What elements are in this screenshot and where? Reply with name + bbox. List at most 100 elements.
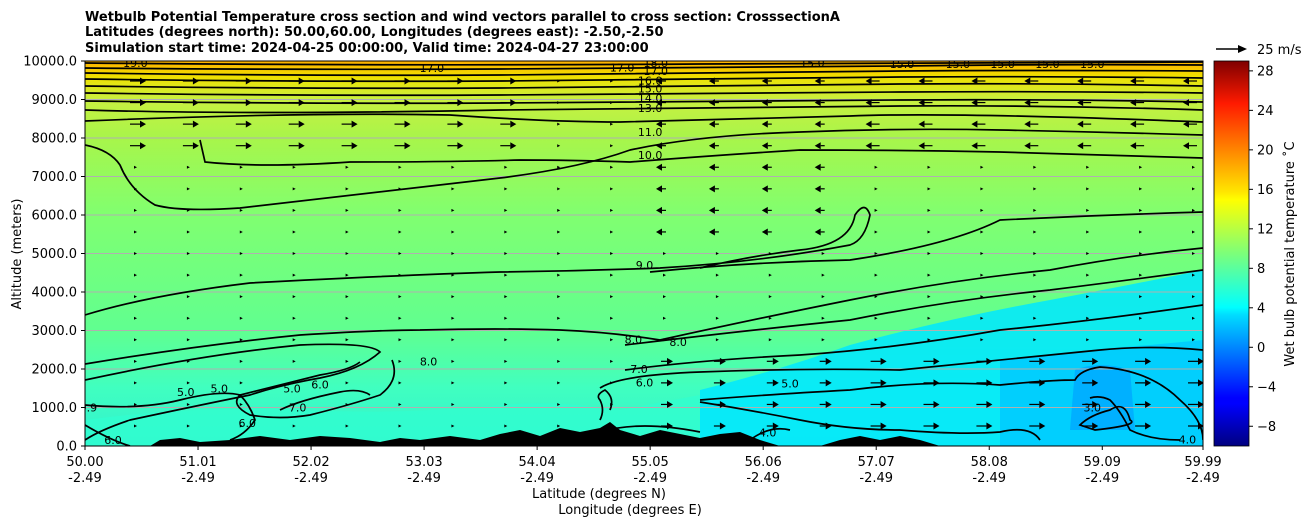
wind-arrow-icon bbox=[451, 316, 455, 320]
wind-arrow-icon bbox=[927, 208, 931, 212]
wind-arrow-icon bbox=[927, 252, 931, 255]
wind-arrow-icon bbox=[1033, 165, 1037, 169]
wind-arrow-head bbox=[1039, 357, 1046, 365]
wind-arrow-icon bbox=[292, 381, 296, 385]
x-tick-label-lon: -2.49 bbox=[1186, 471, 1220, 486]
wind-arrow-icon bbox=[345, 338, 349, 342]
wind-arrow-icon bbox=[557, 316, 561, 320]
wind-arrow-icon bbox=[239, 359, 243, 363]
wind-arrow-icon bbox=[345, 273, 349, 277]
x-tick-label-lat: 52.02 bbox=[292, 455, 329, 470]
wind-arrow-icon bbox=[504, 338, 508, 342]
wind-arrow-head bbox=[1077, 99, 1084, 107]
wind-arrow-icon bbox=[398, 273, 402, 277]
wind-arrow-icon bbox=[292, 402, 296, 406]
colorbar-tick-label: 12 bbox=[1257, 222, 1274, 237]
wind-arrow-icon bbox=[821, 338, 825, 342]
wind-arrow-icon bbox=[557, 187, 561, 191]
wind-arrow-icon bbox=[345, 165, 349, 169]
wind-arrow-head bbox=[298, 99, 305, 107]
wind-arrow-icon bbox=[504, 230, 508, 234]
wind-arrow-icon bbox=[1086, 187, 1090, 191]
wind-arrow-head bbox=[245, 120, 252, 128]
wind-arrow-icon bbox=[398, 424, 402, 428]
y-tick-label: 2000.0 bbox=[32, 363, 78, 378]
wind-arrow-head bbox=[814, 120, 821, 128]
wind-arrow-icon bbox=[504, 424, 508, 428]
wind-arrow-icon bbox=[557, 144, 561, 148]
wind-arrow-icon bbox=[398, 230, 402, 234]
wind-arrow-head bbox=[761, 142, 768, 150]
wind-arrow-head bbox=[1077, 120, 1084, 128]
wind-arrow-icon bbox=[1192, 187, 1195, 191]
wind-arrow-head bbox=[880, 400, 887, 408]
wind-arrow-head bbox=[825, 379, 832, 387]
wind-arrow-head bbox=[351, 77, 358, 85]
wind-arrow-head bbox=[1183, 99, 1189, 107]
wind-arrow-icon bbox=[768, 252, 772, 255]
wind-arrow-icon bbox=[927, 187, 931, 191]
wind-arrow-icon bbox=[927, 230, 931, 234]
contour-label: 5.0 bbox=[781, 378, 799, 391]
wind-arrow-head bbox=[880, 379, 887, 387]
wind-arrow-icon bbox=[186, 359, 190, 363]
wind-arrow-head bbox=[404, 99, 411, 107]
contour-label: 15.0 bbox=[1035, 58, 1060, 71]
wind-arrow-icon bbox=[186, 252, 190, 255]
wind-arrow-icon bbox=[980, 273, 984, 277]
wind-arrow-head bbox=[971, 77, 978, 85]
contour-label: 5.0 bbox=[283, 382, 301, 395]
wind-arrow-head bbox=[245, 77, 252, 85]
x-tick-label-lon: -2.49 bbox=[520, 471, 554, 486]
wind-arrow-icon bbox=[134, 424, 137, 428]
wind-arrow-head bbox=[457, 120, 464, 128]
contour-label: 5.0 bbox=[211, 382, 229, 395]
wind-arrow-icon bbox=[874, 316, 878, 320]
wind-arrow-icon bbox=[557, 338, 561, 342]
wind-arrow-icon bbox=[504, 187, 508, 191]
wind-arrow-head bbox=[814, 185, 821, 193]
wind-arrow-icon bbox=[134, 316, 137, 320]
contour-label: 8.0 bbox=[420, 355, 438, 368]
contour-label: 15.0 bbox=[990, 58, 1015, 71]
wind-arrow-icon bbox=[557, 79, 561, 83]
wind-vectors bbox=[130, 77, 1203, 430]
wind-arrow-head bbox=[656, 206, 662, 214]
wind-arrow-head bbox=[140, 142, 146, 150]
contour-label: 10.0 bbox=[638, 149, 663, 162]
wind-arrow-icon bbox=[610, 208, 614, 212]
wind-arrow-head bbox=[986, 400, 993, 408]
wind-arrow-icon bbox=[1192, 273, 1195, 277]
contour-label: 6.0 bbox=[311, 378, 329, 391]
wind-arrow-head bbox=[1024, 120, 1031, 128]
wind-arrow-icon bbox=[557, 165, 561, 169]
wind-arrow-icon bbox=[663, 295, 666, 299]
wind-arrow-head bbox=[1039, 379, 1046, 387]
wind-arrow-head bbox=[880, 357, 887, 365]
wind-arrow-icon bbox=[874, 252, 878, 255]
wind-arrow-head bbox=[1024, 77, 1031, 85]
wind-arrow-icon bbox=[134, 252, 137, 255]
wind-arrow-icon bbox=[451, 402, 455, 406]
wind-arrow-icon bbox=[715, 338, 719, 342]
wind-arrow-head bbox=[986, 422, 993, 430]
title-line-2: Latitudes (degrees north): 50.00,60.00, … bbox=[85, 25, 664, 40]
colorbar-tick-label: 24 bbox=[1257, 104, 1274, 119]
x-axis-label-lat: Latitude (degrees N) bbox=[532, 487, 666, 502]
wind-arrow-head bbox=[865, 120, 872, 128]
wind-arrow-icon bbox=[292, 295, 296, 299]
wind-arrow-head bbox=[192, 142, 199, 150]
contour-label: 17.0 bbox=[644, 65, 669, 78]
wind-arrow-icon bbox=[345, 208, 349, 212]
wind-arrow-head bbox=[1145, 422, 1152, 430]
wind-arrow-icon bbox=[610, 359, 614, 363]
wind-arrow-icon bbox=[557, 273, 561, 277]
wind-arrow-icon bbox=[715, 295, 719, 299]
wind-arrow-icon bbox=[610, 295, 614, 299]
wind-arrow-icon bbox=[557, 122, 561, 126]
wind-arrow-head bbox=[761, 77, 768, 85]
wind-arrow-head bbox=[1130, 99, 1137, 107]
contour-label: 6.0 bbox=[239, 417, 257, 430]
title-line-3: Simulation start time: 2024-04-25 00:00:… bbox=[85, 41, 649, 56]
wind-arrow-icon bbox=[927, 273, 931, 277]
